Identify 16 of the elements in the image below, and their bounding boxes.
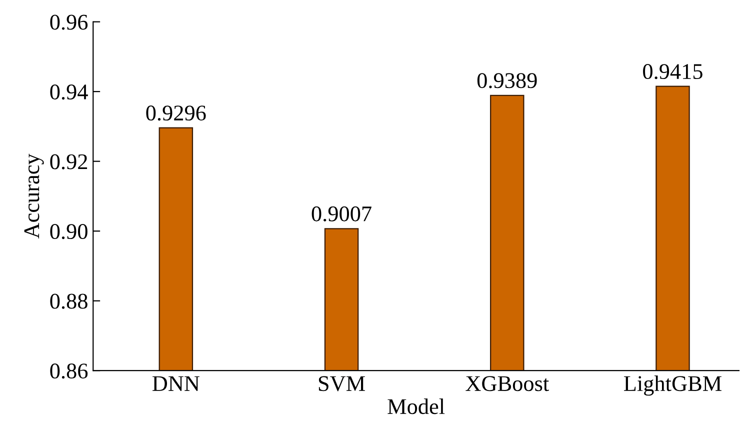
x-tick-label: LightGBM xyxy=(624,375,722,396)
text: 0.90 xyxy=(50,224,88,240)
text: 0.86 xyxy=(50,364,88,379)
text: 0.92 xyxy=(50,154,88,170)
data-label: 0.9007 xyxy=(312,206,372,222)
x-tick-label: DNN xyxy=(152,376,200,391)
text: 0.94 xyxy=(50,84,88,100)
y-axis-title: Accuracy xyxy=(24,154,44,239)
data-label: 0.9389 xyxy=(477,73,537,88)
text: 0.88 xyxy=(50,294,88,309)
data-label: 0.9415 xyxy=(643,64,702,80)
data-label: 0.9296 xyxy=(146,106,206,121)
x-tick-label: SVM xyxy=(318,376,365,392)
x-tick-label: XGBoost xyxy=(466,376,549,392)
text: 0.96 xyxy=(50,14,88,30)
x-axis-title: Model xyxy=(388,398,445,414)
